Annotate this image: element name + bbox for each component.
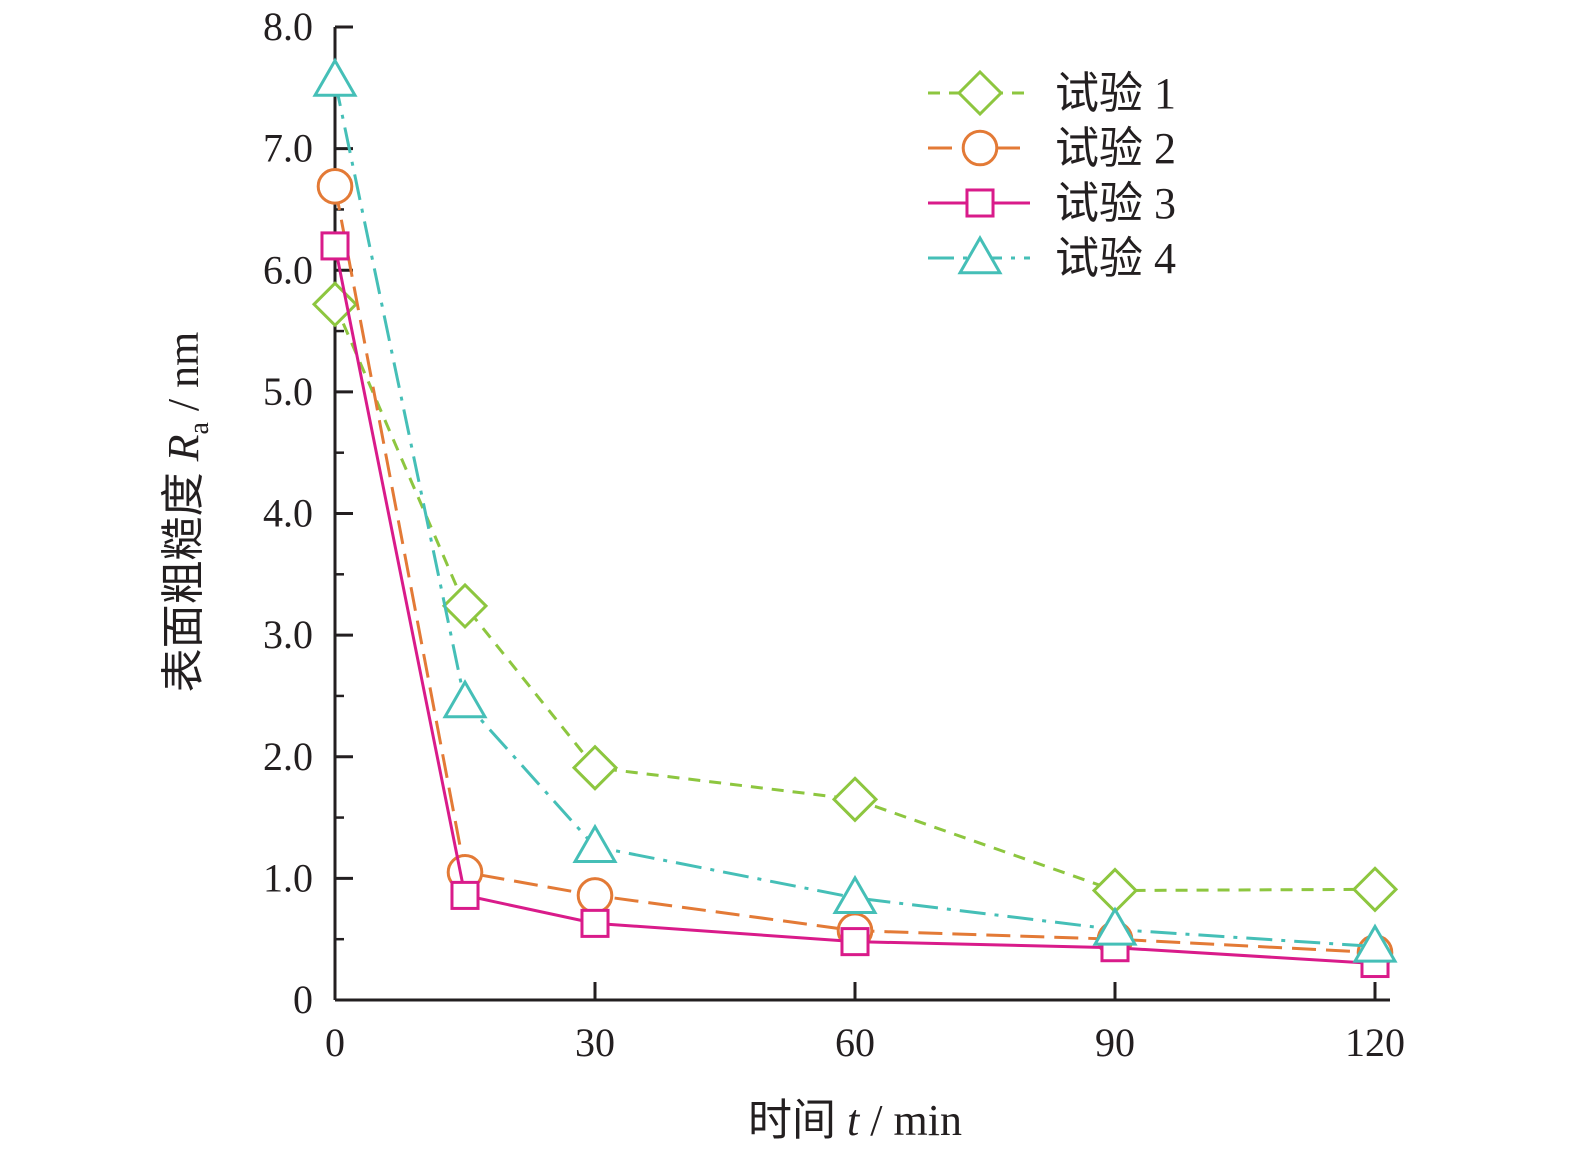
legend-item-2: 试验 2: [928, 124, 1176, 173]
y-tick-label: 2.0: [263, 734, 313, 779]
marker-diamond: [571, 744, 619, 791]
series-1: [311, 281, 1399, 914]
marker-diamond: [1351, 866, 1399, 913]
axes: 0 1.0 2.0 3.0 4.0 5.0 6.0 7.0 8.0 0 30 60 90 120: [263, 4, 1405, 1065]
series-4: [312, 57, 1398, 963]
x-axis-title: 时间 t / min: [748, 1096, 962, 1145]
y-tick-label: 4.0: [263, 491, 313, 536]
series-line: [333, 186, 1376, 955]
marker-triangle: [1092, 906, 1138, 946]
marker-triangle: [832, 874, 878, 915]
legend-label: 试验 4: [1055, 234, 1176, 283]
y-tick-label: 6.0: [263, 247, 313, 292]
y-tick-label: 1.0: [263, 855, 313, 900]
marker-square: [450, 880, 480, 910]
marker-diamond: [956, 69, 1004, 117]
series-line: [333, 303, 1376, 893]
y-tick-label: 7.0: [263, 126, 313, 171]
y-tick-label: 5.0: [263, 369, 313, 414]
marker-circle: [961, 129, 999, 167]
marker-triangle: [442, 679, 488, 719]
marker-triangle: [312, 57, 358, 97]
legend-label: 试验 3: [1055, 179, 1176, 228]
x-tick-label: 90: [1095, 1020, 1135, 1065]
series-line: [333, 245, 1376, 966]
x-tick-label: 30: [575, 1020, 615, 1065]
marker-triangle: [1352, 923, 1398, 963]
marker-triangle: [572, 823, 618, 863]
marker-square: [965, 188, 995, 218]
marker-circle: [576, 877, 614, 914]
marker-square: [580, 908, 610, 938]
y-tick-label: 8.0: [263, 4, 313, 49]
legend: 试验 1 试验 2 试验 3 试验 4: [928, 69, 1176, 283]
y-axis-title: 表面粗糙度 Ra / nm: [159, 332, 215, 693]
series-layer: [311, 57, 1399, 979]
marker-diamond: [1091, 867, 1139, 914]
marker-circle: [316, 168, 354, 205]
legend-item-4: 试验 4: [928, 234, 1176, 283]
legend-item-1: 试验 1: [928, 69, 1176, 118]
legend-label: 试验 2: [1055, 124, 1176, 173]
legend-label: 试验 1: [1055, 69, 1176, 118]
x-tick-label: 60: [835, 1020, 875, 1065]
y-tick-label: 0: [293, 977, 313, 1022]
series-2: [316, 168, 1394, 971]
y-tick-label: 3.0: [263, 612, 313, 657]
series-3: [320, 231, 1390, 979]
marker-diamond: [831, 776, 879, 823]
series-line: [333, 80, 1376, 948]
marker-triangle: [957, 235, 1003, 275]
marker-diamond: [441, 582, 489, 630]
x-tick-label: 120: [1345, 1020, 1405, 1065]
x-tick-label: 0: [325, 1020, 345, 1065]
marker-square: [840, 927, 870, 957]
marker-square: [320, 231, 350, 261]
legend-item-3: 试验 3: [928, 179, 1176, 228]
